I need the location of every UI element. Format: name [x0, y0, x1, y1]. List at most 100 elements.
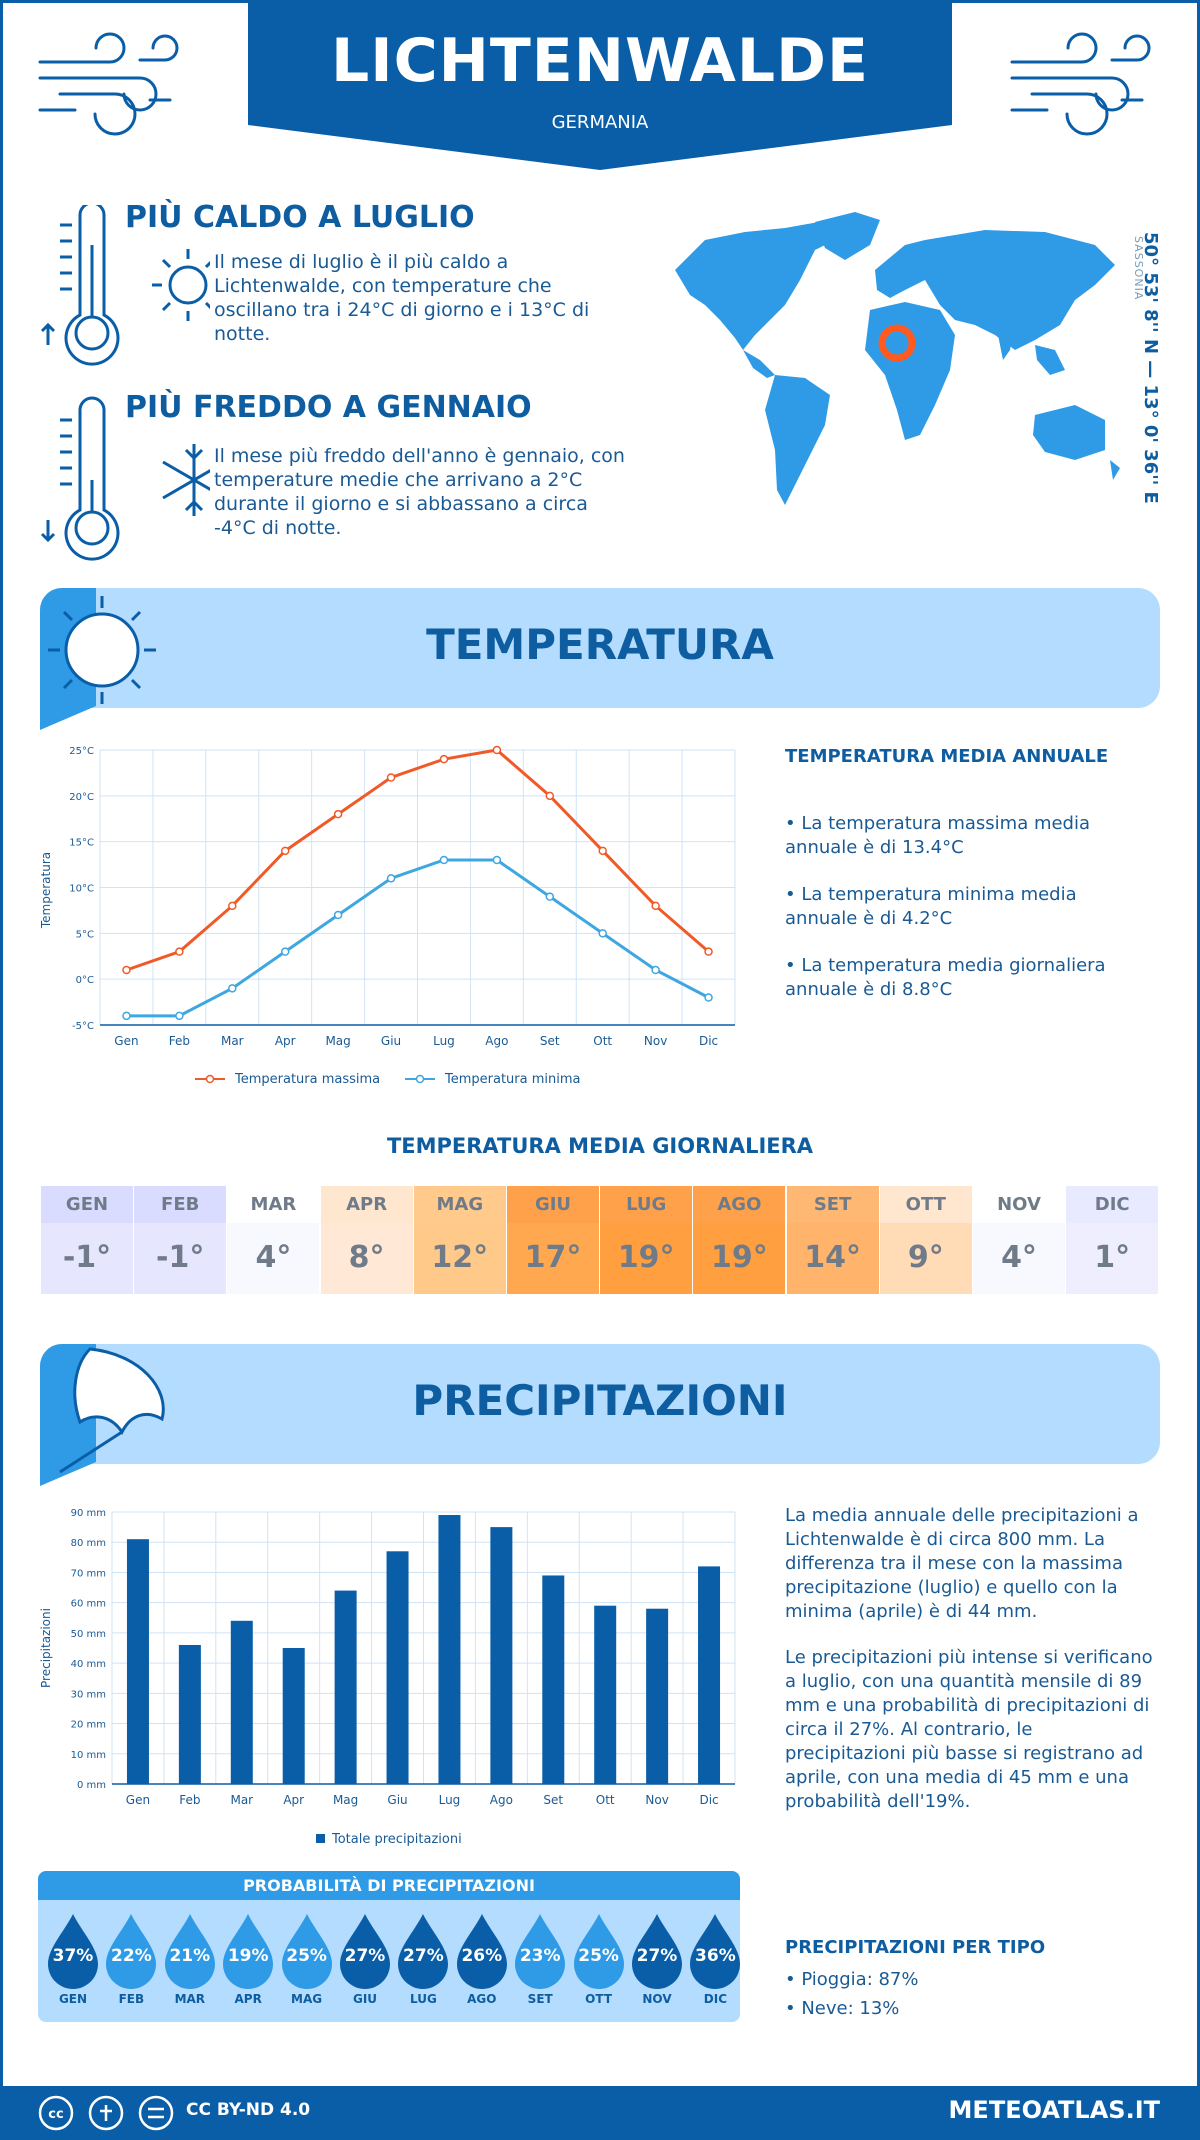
precipitation-bar	[126, 1539, 149, 1784]
max-temperature-point	[439, 754, 449, 764]
svg-text:cc: cc	[48, 2107, 63, 2122]
daily-temp-value: 8°	[320, 1223, 413, 1294]
y-tick-label: 15°C	[69, 838, 94, 849]
daily-temp-month: OTT	[879, 1186, 972, 1223]
daily-temp-value: -1°	[41, 1223, 133, 1294]
temperature-chart: -5°C 0°C 5°C 10°C 15°C 20°C 25°C Gen Feb Mar Apr Ma…	[39, 745, 736, 1087]
daily-temp-cell: MAG 12°	[413, 1186, 506, 1294]
legend-precip-label: Totale precipitazioni	[331, 1832, 462, 1847]
precipitation-bar	[646, 1608, 669, 1784]
probability-month: FEB	[118, 1992, 145, 2006]
daily-temp-cell: MAR 4°	[227, 1186, 320, 1294]
y-tick-label: 20 mm	[71, 1720, 106, 1731]
probability-month: MAG	[291, 1992, 323, 2006]
precipitation-y-axis-label: Precipitazioni	[39, 1608, 53, 1688]
temperature-axis-labels: -5°C 0°C 5°C 10°C 15°C 20°C 25°C Gen Feb Mar Apr Ma…	[69, 746, 718, 1048]
min-temperature-point	[651, 965, 660, 975]
y-tick-label: 90 mm	[71, 1508, 106, 1519]
hot-fact-text: Il mese di luglio è il più caldo a Licht…	[214, 251, 590, 345]
world-map	[675, 212, 1120, 505]
coordinates: 50° 53' 8'' N — 13° 0' 36'' E	[1140, 232, 1161, 504]
cold-fact-text: Il mese più freddo dell'anno è gennaio, …	[214, 445, 625, 539]
y-tick-label: 0°C	[76, 975, 94, 986]
x-tick-label: Mag	[333, 1793, 358, 1807]
map-greenland	[815, 212, 880, 260]
region-label: SASSONIA	[1132, 236, 1145, 301]
y-tick-label: 30 mm	[71, 1689, 106, 1700]
min-temperature-point	[439, 855, 449, 865]
rain-drop-icon: 25% MAG	[280, 1912, 334, 2006]
x-tick-label: Mag	[325, 1034, 350, 1048]
rain-drop-icon: 37% GEN	[46, 1912, 100, 2006]
location-marker	[878, 324, 916, 362]
daily-temp-month: DIC	[1066, 1186, 1159, 1223]
daily-temp-month: SET	[786, 1186, 879, 1223]
rain-drop-icon: 27% GIU	[338, 1912, 392, 2006]
daily-temp-month: NOV	[973, 1186, 1065, 1223]
daily-temp-cell: APR 8°	[320, 1186, 413, 1294]
rain-drop-icon: 27% LUG	[396, 1912, 450, 2006]
hot-fact-title: PIÙ CALDO A LUGLIO	[125, 200, 475, 235]
by-icon	[88, 2095, 124, 2131]
daily-temp-cell: OTT 9°	[879, 1186, 972, 1294]
probability-value: 27%	[344, 1946, 386, 1966]
probability-month: APR	[234, 1992, 262, 2006]
daily-temp-month: GEN	[41, 1186, 133, 1223]
cold-fact-title: PIÙ FREDDO A GENNAIO	[125, 390, 532, 425]
x-tick-label: Feb	[179, 1793, 200, 1807]
temperature-legend: Temperatura massima Temperatura minima	[195, 1072, 581, 1087]
daily-temp-cell: AGO 19°	[693, 1186, 786, 1294]
max-temperature-point	[386, 773, 396, 782]
max-temperature-line	[125, 748, 710, 972]
site-name[interactable]: METEOATLAS.IT	[948, 2096, 1160, 2124]
rain-drop-icon: 22% FEB	[104, 1912, 158, 2006]
probability-value: 36%	[695, 1946, 736, 1966]
min-temperature-point	[280, 947, 290, 956]
wind-icon-left	[38, 32, 179, 136]
precipitation-title: PRECIPITAZIONI	[412, 1376, 788, 1425]
probability-month: MAR	[174, 1992, 206, 2006]
daily-temp-month: AGO	[693, 1186, 786, 1223]
probability-month: NOV	[642, 1992, 672, 2006]
temperature-title: TEMPERATURA	[426, 620, 774, 669]
precipitation-bar	[438, 1515, 461, 1784]
map-south-america	[765, 375, 830, 505]
y-tick-label: 70 mm	[71, 1568, 106, 1579]
x-tick-label: Apr	[283, 1793, 304, 1807]
min-temperature-point	[228, 984, 237, 993]
x-tick-label: Ago	[485, 1034, 508, 1048]
snowflake-icon	[162, 444, 210, 516]
precipitation-bar	[490, 1527, 513, 1784]
daily-temp-cell: NOV 4°	[973, 1186, 1065, 1294]
country-subtitle: GERMANIA	[551, 112, 649, 133]
precipitation-banner	[40, 1344, 1160, 1464]
max-temperature-point	[598, 846, 607, 856]
license-label: CC BY-ND 4.0	[186, 2100, 311, 2120]
max-temperature-point	[175, 947, 184, 956]
y-tick-label: 5°C	[76, 929, 94, 940]
x-tick-label: Giu	[381, 1034, 401, 1048]
daily-temp-cell: DIC 1°	[1066, 1186, 1159, 1294]
probability-value: 25%	[286, 1946, 327, 1966]
max-temperature-point	[122, 965, 131, 975]
daily-temperature-title: TEMPERATURA MEDIA GIORNALIERA	[386, 1134, 814, 1158]
y-tick-label: 80 mm	[71, 1538, 106, 1549]
x-tick-label: Gen	[114, 1034, 138, 1048]
max-temperature-point	[545, 791, 555, 801]
map-se-asia	[1035, 345, 1065, 375]
probability-value: 27%	[636, 1946, 678, 1966]
daily-temp-value: 19°	[600, 1223, 693, 1294]
daily-temp-cell: LUG 19°	[600, 1186, 693, 1294]
header-graphics	[38, 0, 1151, 170]
daily-temp-month: MAR	[227, 1186, 320, 1223]
probability-month: GIU	[352, 1992, 378, 2006]
legend-max-label: Temperatura massima	[234, 1072, 380, 1087]
daily-temp-month: MAG	[413, 1186, 506, 1223]
precipitation-grid	[111, 1511, 736, 1785]
x-tick-label: Feb	[169, 1034, 190, 1048]
daily-temp-month: APR	[320, 1186, 413, 1223]
min-temperature-point	[175, 1011, 184, 1021]
daily-temp-value: 19°	[693, 1223, 786, 1294]
min-temperature-point	[704, 993, 713, 1002]
daily-temp-cell: FEB -1°	[134, 1186, 227, 1294]
